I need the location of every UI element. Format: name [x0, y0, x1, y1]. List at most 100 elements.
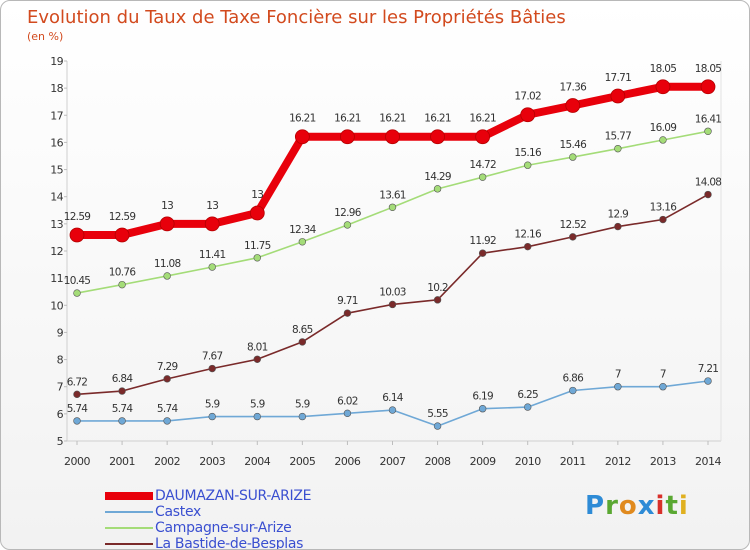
y-tick-label: 16	[50, 136, 63, 149]
data-point	[73, 289, 81, 297]
data-label: 14.08	[695, 177, 722, 189]
x-tick-label: 2013	[650, 455, 676, 468]
data-point	[249, 205, 265, 221]
data-label: 10.76	[109, 267, 137, 279]
data-point	[388, 406, 397, 414]
data-point	[208, 412, 216, 421]
data-label: 5.74	[157, 403, 179, 415]
x-tick-label: 2004	[244, 455, 270, 468]
data-label: 16.21	[424, 113, 451, 125]
data-label: 18.05	[695, 63, 722, 75]
y-tick-label: 6	[57, 408, 64, 421]
data-label: 13.16	[650, 202, 678, 214]
data-label: 13	[161, 200, 173, 212]
y-tick-label: 5	[57, 435, 64, 448]
x-tick-label: 2005	[289, 455, 315, 468]
logo-letter: x	[637, 491, 656, 521]
data-point	[159, 216, 175, 232]
data-label: 12.96	[334, 207, 362, 219]
x-tick-label: 2002	[154, 455, 180, 468]
data-label: 15.46	[560, 139, 588, 151]
y-tick-label: 17	[50, 109, 63, 122]
data-label: 6.86	[562, 373, 584, 385]
data-label: 14.72	[469, 159, 496, 171]
legend-item: Campagne-sur-Arize	[105, 520, 405, 536]
data-point	[343, 309, 352, 317]
y-tick-label: 8	[57, 354, 64, 367]
data-point	[614, 222, 622, 231]
data-label: 6.02	[337, 395, 358, 407]
data-label: 16.41	[695, 113, 722, 125]
data-point	[569, 153, 577, 161]
chart-title: Evolution du Taux de Taxe Foncière sur l…	[27, 7, 566, 28]
data-point	[163, 417, 171, 425]
data-point	[704, 377, 712, 385]
data-label: 5.9	[250, 399, 265, 411]
data-label: 8.01	[247, 341, 268, 353]
data-label: 16.21	[334, 113, 361, 125]
data-label: 11.75	[244, 240, 271, 252]
data-point	[433, 296, 442, 304]
data-label: 7	[660, 369, 666, 381]
data-point	[569, 233, 577, 241]
legend-item: Castex	[105, 504, 405, 520]
data-point	[704, 127, 712, 136]
x-tick-label: 2011	[560, 455, 586, 468]
data-point	[343, 221, 352, 229]
x-tick-label: 2014	[695, 455, 721, 468]
data-label: 9.71	[337, 295, 358, 307]
data-point	[610, 88, 626, 104]
y-tick-label: 10	[50, 299, 63, 312]
data-point	[433, 185, 442, 193]
y-tick-label: 14	[50, 191, 63, 204]
data-point	[569, 386, 577, 395]
data-label: 5.9	[205, 399, 220, 411]
data-label: 17.02	[514, 91, 541, 103]
data-label: 10.03	[379, 286, 406, 298]
y-tick-label: 18	[50, 82, 63, 95]
data-point	[118, 387, 126, 395]
logo-letter: i	[655, 491, 666, 521]
data-label: 13	[251, 189, 263, 201]
data-label: 5.55	[427, 408, 448, 420]
logo-letter: t	[665, 491, 679, 521]
data-point	[524, 242, 532, 251]
data-label: 7	[615, 369, 621, 381]
legend-item: DAUMAZAN-SUR-ARIZE	[105, 488, 405, 504]
data-label: 5.74	[67, 403, 89, 415]
data-point	[385, 129, 400, 145]
data-label: 6.25	[517, 389, 538, 401]
data-label: 5.9	[295, 399, 310, 411]
data-point	[478, 249, 487, 257]
data-label: 15.16	[514, 147, 542, 159]
data-point	[659, 383, 667, 391]
data-point	[69, 227, 85, 243]
data-label: 5.74	[112, 403, 134, 415]
data-point	[388, 203, 397, 212]
data-label: 6.84	[112, 373, 134, 385]
proxiti-logo: Proxiti	[585, 491, 689, 521]
data-point	[208, 263, 216, 271]
data-label: 11.41	[199, 249, 226, 261]
data-point	[294, 129, 310, 145]
y-tick-label: 7	[57, 381, 64, 394]
x-tick-label: 2000	[64, 455, 90, 468]
data-point	[298, 238, 307, 246]
data-point	[659, 215, 667, 224]
data-point	[204, 216, 220, 232]
x-tick-label: 2010	[515, 455, 541, 468]
x-tick-label: 2006	[334, 455, 360, 468]
data-point	[208, 364, 216, 373]
data-point	[388, 300, 397, 309]
data-point	[524, 403, 532, 411]
y-tick-label: 15	[50, 164, 63, 177]
data-label: 12.59	[109, 211, 136, 223]
x-tick-label: 2012	[605, 455, 631, 468]
x-tick-label: 2007	[380, 455, 406, 468]
data-label: 12.34	[289, 224, 317, 236]
chart-subtitle: (en %)	[27, 30, 64, 43]
data-point	[433, 422, 442, 430]
legend-swatch	[105, 527, 153, 529]
data-label: 16.21	[469, 113, 496, 125]
